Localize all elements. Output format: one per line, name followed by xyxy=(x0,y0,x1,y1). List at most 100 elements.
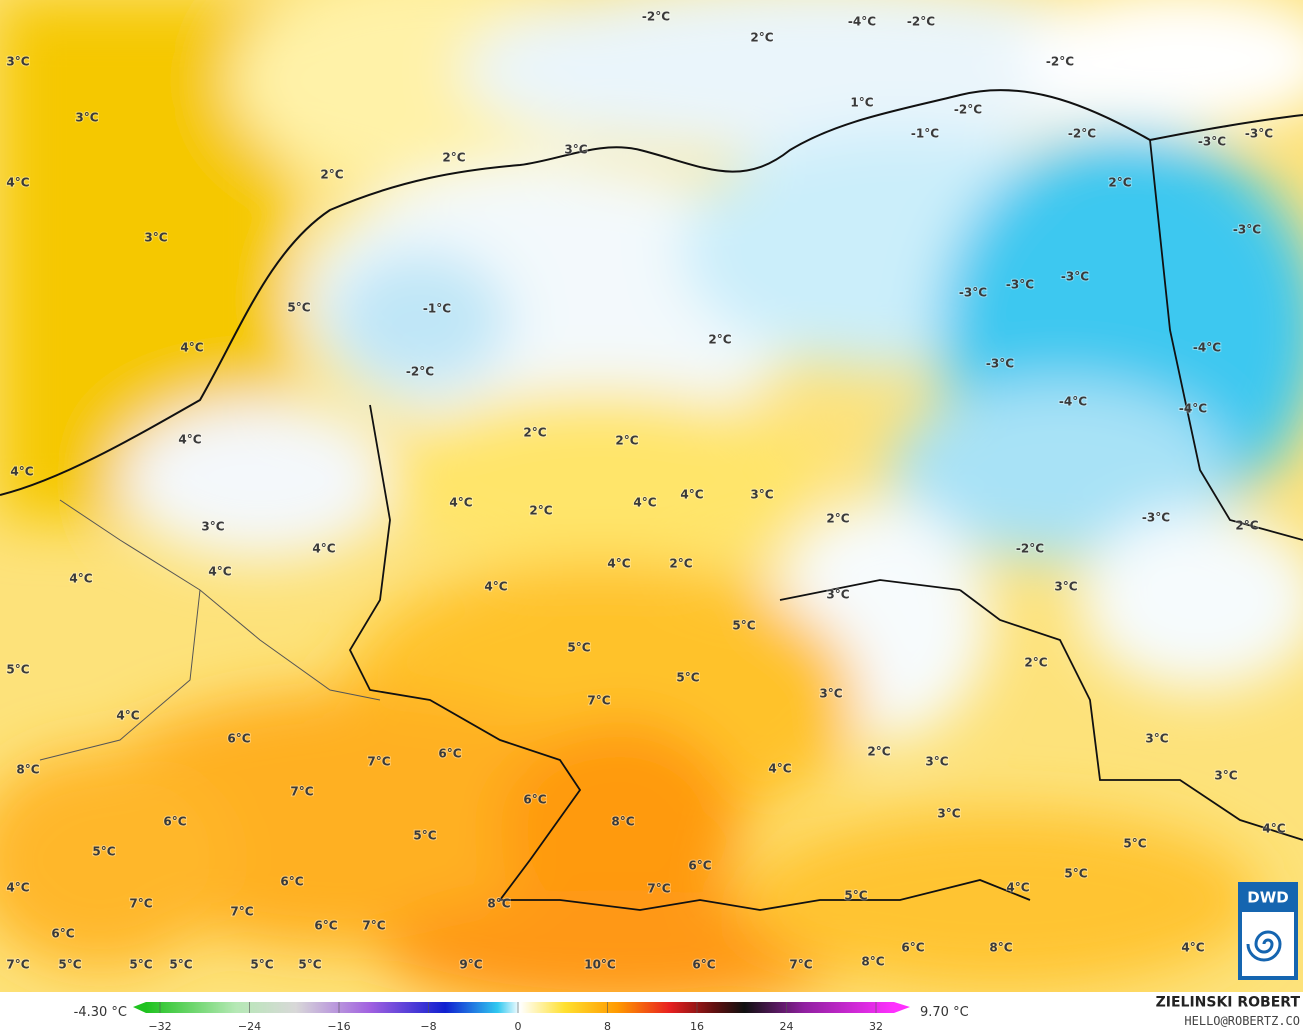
temperature-label: 2°C xyxy=(750,31,773,45)
temperature-label: 5°C xyxy=(129,958,152,972)
colorbar-tick-label: 8 xyxy=(604,1020,611,1033)
temperature-label: 8°C xyxy=(487,897,510,911)
map-background xyxy=(0,0,1303,1010)
temperature-label: 2°C xyxy=(442,151,465,165)
temperature-label: 4°C xyxy=(1006,881,1029,895)
temperature-label: 5°C xyxy=(844,889,867,903)
temperature-label: 3°C xyxy=(6,55,29,69)
temperature-label: 7°C xyxy=(647,882,670,896)
temperature-label: -2°C xyxy=(1016,542,1044,556)
temperature-label: 8°C xyxy=(611,815,634,829)
temperature-label: 4°C xyxy=(607,557,630,571)
temperature-label: -4°C xyxy=(1059,395,1087,409)
temperature-label: 4°C xyxy=(449,496,472,510)
colorbar-tick-label: −8 xyxy=(420,1020,436,1033)
temperature-label: 3°C xyxy=(144,231,167,245)
temperature-label: 7°C xyxy=(129,897,152,911)
temperature-label: 3°C xyxy=(826,588,849,602)
contact: HELLO@ROBERTZ.CO xyxy=(1184,1014,1300,1028)
colorbar-bar xyxy=(146,1002,894,1013)
logo-inner xyxy=(1242,912,1294,976)
temperature-label: 2°C xyxy=(1235,519,1258,533)
temperature-label: 7°C xyxy=(290,785,313,799)
temperature-label: -2°C xyxy=(1068,127,1096,141)
temperature-label: 4°C xyxy=(1262,822,1285,836)
dwd-logo: DWD xyxy=(1238,882,1298,980)
colorbar-low-arrow xyxy=(133,1002,146,1013)
temperature-label: 3°C xyxy=(937,807,960,821)
temperature-label: 6°C xyxy=(688,859,711,873)
logo-swirl xyxy=(1246,930,1282,962)
colorbar-max-label: 9.70 °C xyxy=(920,1005,969,1020)
temperature-label: 3°C xyxy=(75,111,98,125)
temperature-label: 6°C xyxy=(51,927,74,941)
temperature-label: 7°C xyxy=(367,755,390,769)
temperature-label: 3°C xyxy=(1214,769,1237,783)
temperature-label: 8°C xyxy=(861,955,884,969)
colorbar-min-label: -4.30 °C xyxy=(74,1005,127,1020)
temperature-label: 2°C xyxy=(826,512,849,526)
temperature-label: 5°C xyxy=(287,301,310,315)
temperature-label: 5°C xyxy=(732,619,755,633)
temperature-label: 7°C xyxy=(587,694,610,708)
temperature-label: 3°C xyxy=(201,520,224,534)
temperature-label: 9°C xyxy=(459,958,482,972)
temperature-label: -3°C xyxy=(1198,135,1226,149)
temperature-label: 3°C xyxy=(1145,732,1168,746)
temperature-label: 4°C xyxy=(10,465,33,479)
temperature-label: 5°C xyxy=(250,958,273,972)
temperature-label: -3°C xyxy=(1061,270,1089,284)
temperature-label: -1°C xyxy=(911,127,939,141)
temperature-label: 6°C xyxy=(227,732,250,746)
temperature-label: 3°C xyxy=(819,687,842,701)
temperature-label: 5°C xyxy=(92,845,115,859)
temperature-label: 2°C xyxy=(1024,656,1047,670)
temperature-label: 4°C xyxy=(69,572,92,586)
temperature-label: 6°C xyxy=(314,919,337,933)
temperature-label: 7°C xyxy=(230,905,253,919)
temperature-label: 6°C xyxy=(901,941,924,955)
temperature-label: -4°C xyxy=(1193,341,1221,355)
temperature-label: 6°C xyxy=(163,815,186,829)
temperature-label: -2°C xyxy=(642,10,670,24)
colorbar-high-arrow xyxy=(894,1002,910,1013)
temperature-label: 5°C xyxy=(1064,867,1087,881)
temperature-label: -3°C xyxy=(1233,223,1261,237)
temperature-label: 2°C xyxy=(708,333,731,347)
temperature-label: 3°C xyxy=(925,755,948,769)
temperature-label: 8°C xyxy=(16,763,39,777)
temperature-label: 4°C xyxy=(180,341,203,355)
logo-text: DWD xyxy=(1247,889,1288,907)
colorbar-tick-label: −16 xyxy=(327,1020,350,1033)
temperature-label: -3°C xyxy=(1245,127,1273,141)
colorbar-tick-label: 0 xyxy=(515,1020,522,1033)
temperature-label: 2°C xyxy=(615,434,638,448)
temperature-label: 5°C xyxy=(567,641,590,655)
temperature-label: 7°C xyxy=(6,958,29,972)
temperature-label: 4°C xyxy=(680,488,703,502)
temperature-label: 7°C xyxy=(362,919,385,933)
footer-background xyxy=(0,992,1303,1035)
temperature-label: -2°C xyxy=(406,365,434,379)
temperature-label: 5°C xyxy=(298,958,321,972)
temperature-label: 3°C xyxy=(564,143,587,157)
temperature-label: 6°C xyxy=(692,958,715,972)
temperature-label: 2°C xyxy=(669,557,692,571)
temperature-label: 5°C xyxy=(6,663,29,677)
temperature-label: 5°C xyxy=(1123,837,1146,851)
temperature-label: -4°C xyxy=(848,15,876,29)
temperature-label: 4°C xyxy=(6,881,29,895)
temperature-label: 2°C xyxy=(523,426,546,440)
temperature-label: -4°C xyxy=(1179,402,1207,416)
temperature-label: 4°C xyxy=(6,176,29,190)
temperature-label: 2°C xyxy=(1108,176,1131,190)
temperature-label: 5°C xyxy=(676,671,699,685)
temperature-label: 6°C xyxy=(438,747,461,761)
temperature-label: -3°C xyxy=(1006,278,1034,292)
temperature-label: 4°C xyxy=(312,542,335,556)
temperature-label: -3°C xyxy=(986,357,1014,371)
temperature-label: 6°C xyxy=(523,793,546,807)
temperature-label: 4°C xyxy=(178,433,201,447)
colorbar-tick-label: −24 xyxy=(238,1020,261,1033)
